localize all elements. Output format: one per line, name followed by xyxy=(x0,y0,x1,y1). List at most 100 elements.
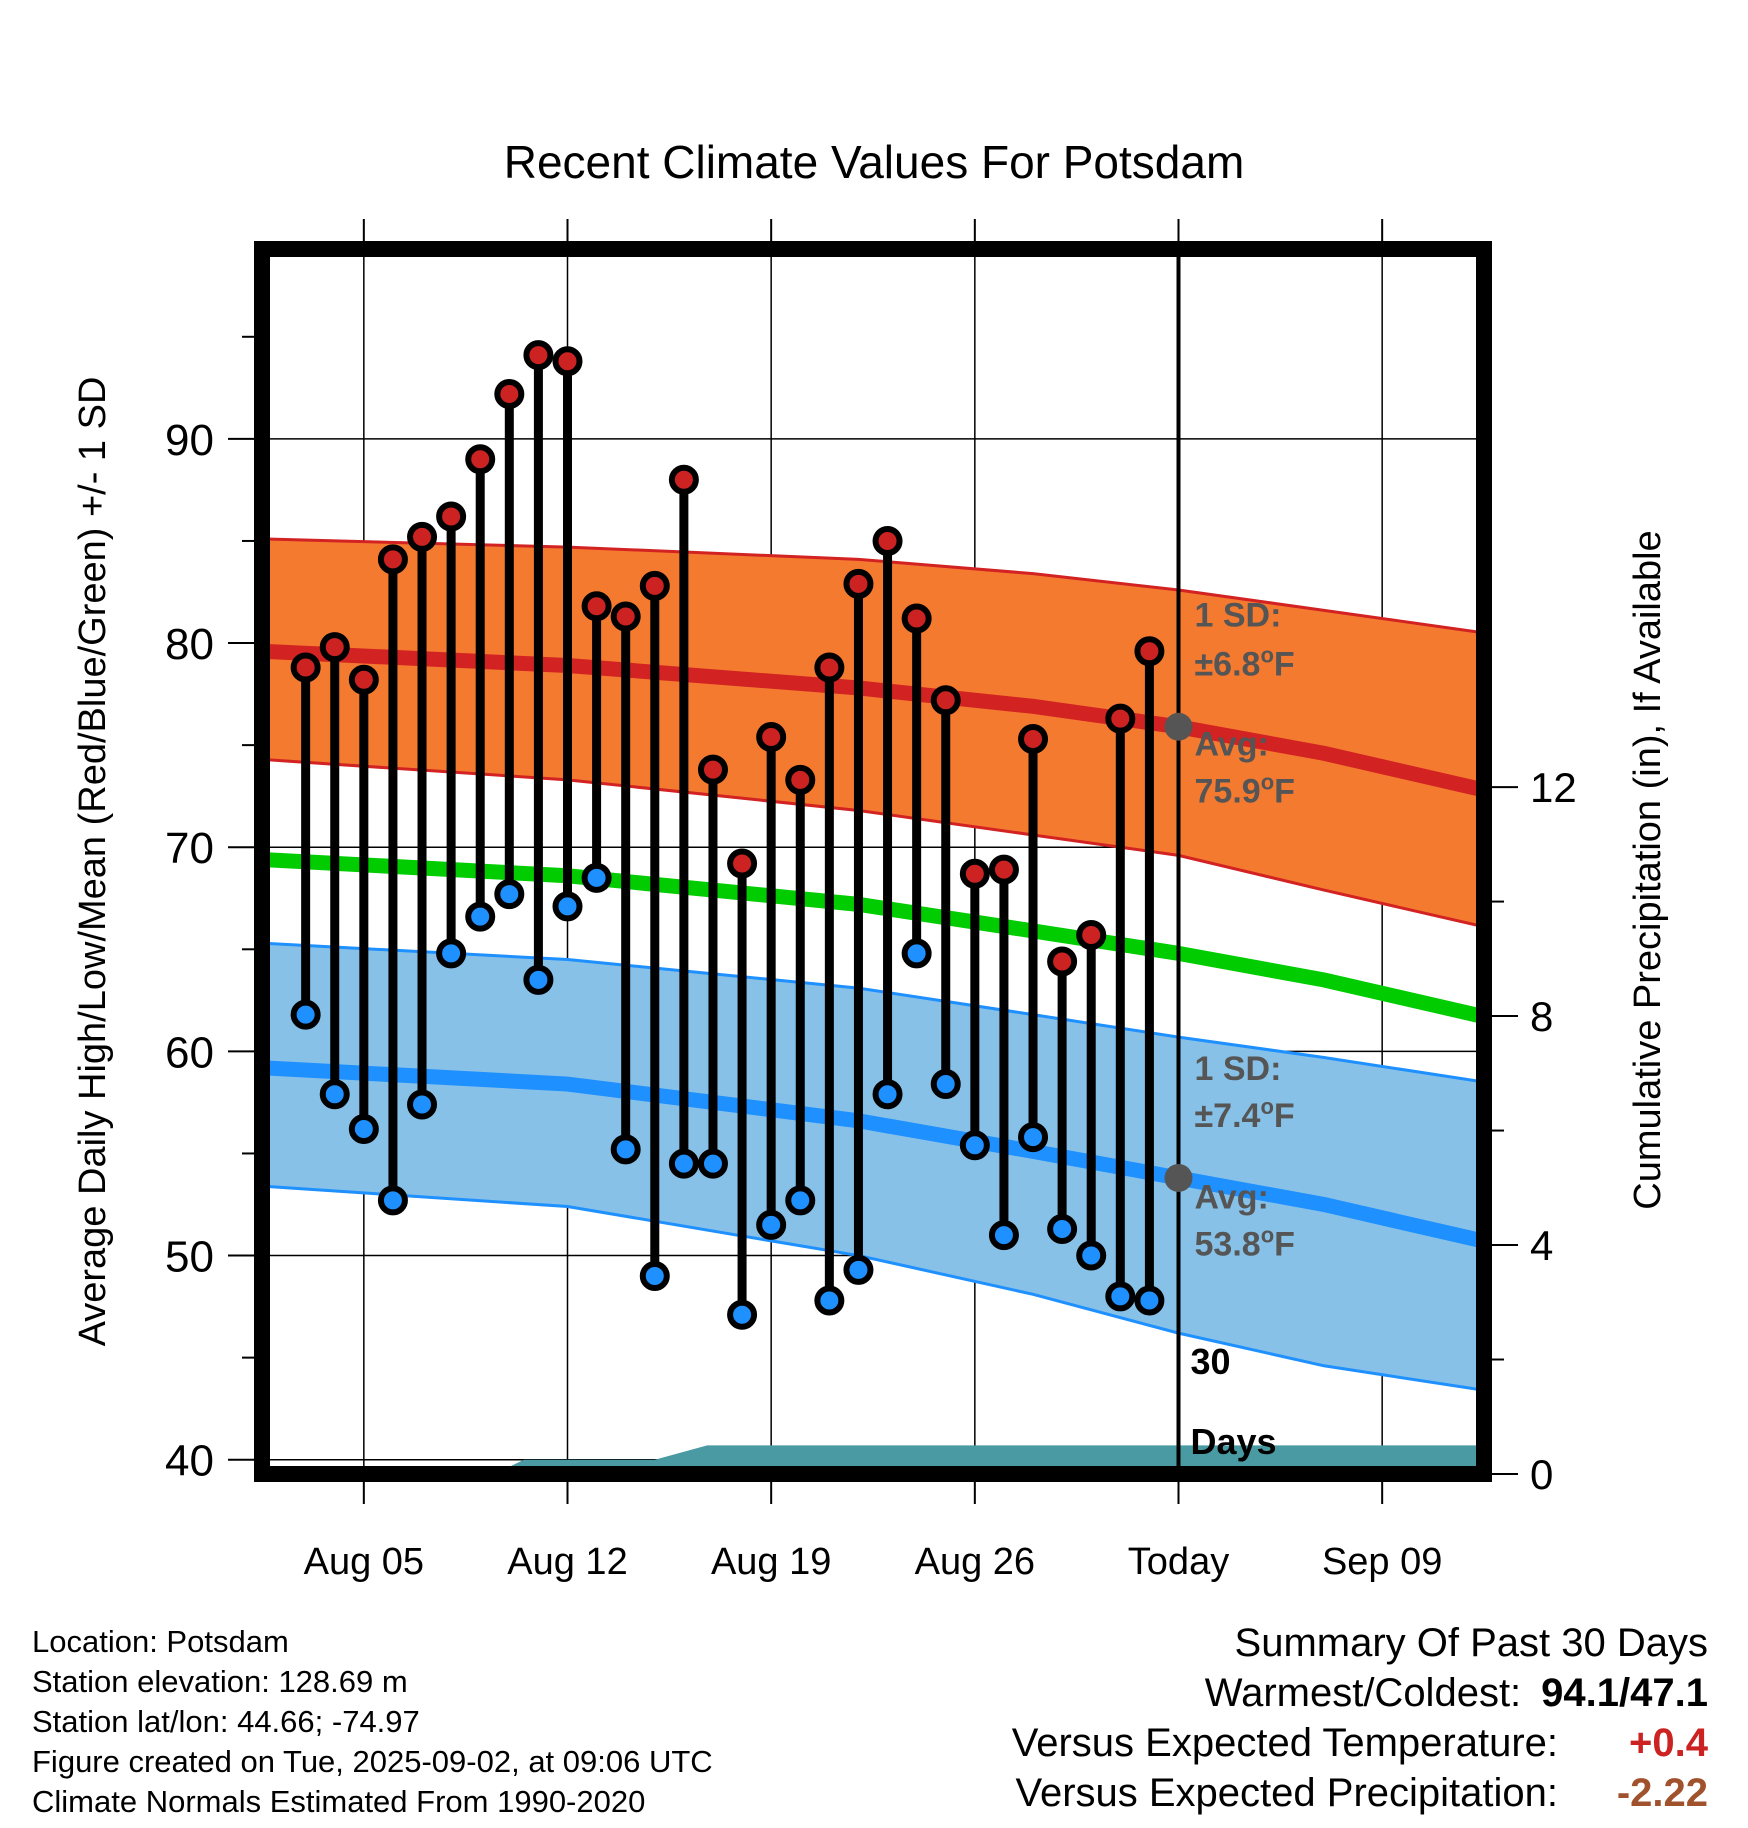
plot-inner xyxy=(262,249,1484,1474)
low-band-lower-edge xyxy=(262,1184,1484,1392)
daily-low-marker xyxy=(639,1260,670,1291)
normals-text: Climate Normals Estimated From 1990-2020 xyxy=(32,1784,646,1819)
low-sd-value: ±7.4oF xyxy=(1195,1094,1295,1135)
daily-low-marker xyxy=(785,1185,816,1216)
daily-high-marker xyxy=(697,754,728,785)
y2-tick-label: 8 xyxy=(1530,993,1553,1040)
latlon-text: Station lat/lon: 44.66; -74.97 xyxy=(32,1704,420,1739)
daily-high-marker xyxy=(494,378,525,409)
daily-low-marker xyxy=(377,1185,408,1216)
daily-high-marker xyxy=(872,525,903,556)
temp-value: +0.4 xyxy=(1629,1721,1708,1765)
chart-title: Recent Climate Values For Potsdam xyxy=(504,136,1245,188)
y-tick-label: 70 xyxy=(165,824,214,873)
summary-warmest-row: Warmest/Coldest: 94.1/47.1 xyxy=(1012,1668,1708,1718)
today-low-avg-marker xyxy=(1164,1163,1193,1192)
plot-area: 1 SD: ±6.8oF Avg: 75.9oF 1 SD: ±7.4oF Avg: 53.8… xyxy=(72,219,1669,1583)
y-axis-label: Average Daily High/Low/Mean (Red/Blue/Gr… xyxy=(72,377,114,1347)
daily-low-marker xyxy=(581,862,612,893)
daily-high-marker xyxy=(377,544,408,575)
daily-low-marker xyxy=(1047,1214,1078,1244)
daily-low-marker xyxy=(407,1089,438,1120)
summary-temp-row: Versus Expected Temperature: +0.4 xyxy=(1012,1718,1708,1768)
daily-high-marker xyxy=(1018,724,1049,754)
low-avg-value: 53.8oF xyxy=(1195,1223,1295,1264)
location-text: Location: Potsdam xyxy=(32,1624,289,1659)
daily-low-marker xyxy=(756,1209,787,1240)
daily-low-marker xyxy=(814,1285,845,1316)
y-tick-label: 60 xyxy=(165,1028,214,1077)
elevation-text: Station elevation: 128.69 m xyxy=(32,1664,408,1699)
daily-low-marker xyxy=(901,938,932,969)
x-tick-label: Aug 12 xyxy=(507,1541,627,1583)
high-sd-label: 1 SD: xyxy=(1195,597,1282,635)
x-tick-label: Sep 09 xyxy=(1322,1541,1442,1583)
daily-low-marker xyxy=(552,891,583,922)
daily-high-marker xyxy=(319,632,350,663)
daily-high-marker xyxy=(581,591,612,622)
daily-low-marker xyxy=(1076,1240,1107,1271)
high-avg-value: 75.9oF xyxy=(1195,769,1295,810)
y2-axis-label: Cumulative Precipitation (in), If Availa… xyxy=(1627,530,1669,1209)
y-tick-label: 90 xyxy=(165,416,214,465)
daily-high-marker xyxy=(552,346,583,377)
y-tick-label: 80 xyxy=(165,620,214,669)
daily-high-marker xyxy=(843,568,874,599)
daily-high-marker xyxy=(668,464,699,495)
precip-label: Versus Expected Precipitation: xyxy=(1015,1771,1558,1815)
daily-low-marker xyxy=(523,964,554,995)
daily-low-marker xyxy=(494,879,525,910)
x-tick-label: Aug 26 xyxy=(915,1541,1035,1583)
high-avg-label: Avg: xyxy=(1195,725,1269,763)
daily-high-marker xyxy=(756,721,787,752)
temp-label: Versus Expected Temperature: xyxy=(1011,1721,1558,1765)
daily-low-marker xyxy=(290,999,321,1030)
daily-low-marker xyxy=(1105,1281,1136,1312)
daily-high-marker xyxy=(1076,920,1107,950)
daily-high-marker xyxy=(959,858,990,889)
summary-title: Summary Of Past 30 Days xyxy=(1234,1621,1708,1665)
low-sd-band xyxy=(262,943,1484,1391)
summary-panel: Summary Of Past 30 Days Warmest/Coldest:… xyxy=(1012,1618,1708,1818)
climate-chart: Recent Climate Values For Potsdam 1 SD: ±… xyxy=(72,136,1669,1583)
daily-low-marker xyxy=(988,1220,1019,1251)
daily-high-marker xyxy=(988,854,1019,885)
daily-low-marker xyxy=(465,901,496,932)
y-tick-label: 50 xyxy=(165,1233,214,1282)
x-tick-label: Aug 19 xyxy=(711,1541,831,1583)
daily-high-marker xyxy=(1047,946,1078,977)
daily-high-marker xyxy=(930,685,961,716)
daily-low-marker xyxy=(348,1113,379,1144)
warmest-value: 94.1/47.1 xyxy=(1541,1671,1708,1715)
daily-high-marker xyxy=(1134,636,1165,667)
y2-tick-label: 12 xyxy=(1530,764,1577,811)
daily-high-marker xyxy=(639,570,670,601)
daily-low-marker xyxy=(872,1079,903,1110)
y-tick-label: 40 xyxy=(165,1437,214,1486)
y2-tick-label: 4 xyxy=(1530,1222,1553,1269)
daily-low-marker xyxy=(610,1134,641,1165)
daily-high-marker xyxy=(348,664,379,695)
high-sd-value: ±6.8oF xyxy=(1195,643,1295,684)
daily-high-marker xyxy=(785,764,816,795)
daily-high-marker xyxy=(290,652,321,683)
low-sd-label: 1 SD: xyxy=(1195,1050,1282,1088)
daily-high-marker xyxy=(1105,703,1136,734)
daily-high-marker xyxy=(814,652,845,683)
today-high-avg-marker xyxy=(1164,712,1193,741)
y2-tick-label: 0 xyxy=(1530,1451,1553,1498)
precip-value: -2.22 xyxy=(1616,1771,1708,1815)
daily-low-marker xyxy=(697,1148,728,1179)
daily-high-marker xyxy=(901,603,932,634)
daily-high-marker xyxy=(727,848,758,879)
summary-precip-row: Versus Expected Precipitation: -2.22 xyxy=(1012,1768,1708,1818)
daily-low-marker xyxy=(1134,1285,1165,1316)
daily-low-marker xyxy=(930,1069,961,1100)
daily-low-marker xyxy=(668,1148,699,1179)
daily-high-marker xyxy=(465,444,496,475)
daily-low-marker xyxy=(436,938,467,969)
daily-low-marker xyxy=(727,1299,758,1330)
daily-high-marker xyxy=(610,601,641,632)
daily-low-marker xyxy=(1018,1122,1049,1153)
plot-frame xyxy=(254,241,1492,1482)
